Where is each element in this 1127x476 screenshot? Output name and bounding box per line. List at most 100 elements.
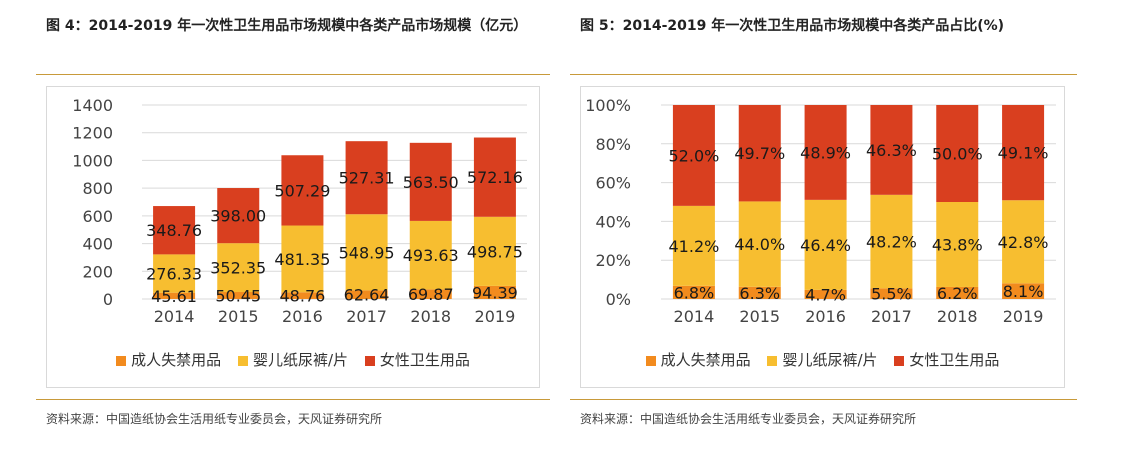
- data-label-female: 563.50: [403, 173, 459, 192]
- legend-swatch-adult: [116, 356, 127, 366]
- data-label-female: 49.1%: [998, 144, 1049, 163]
- x-tick-label: 2015: [218, 307, 259, 326]
- data-label-baby: 276.33: [146, 265, 202, 284]
- legend-label-female: 女性卫生用品: [379, 351, 470, 369]
- figure5-title-rule: [570, 74, 1077, 75]
- legend-item-female: 女性卫生用品: [364, 349, 470, 370]
- bar-female-2019: [1002, 105, 1045, 201]
- bar-baby-2017: [870, 194, 913, 289]
- bar-baby-2015: [738, 201, 781, 287]
- bar-adult-2015: [738, 286, 781, 299]
- bar-female-2015: [217, 188, 260, 244]
- data-label-baby: 481.35: [274, 250, 330, 269]
- data-label-adult: 6.8%: [674, 283, 715, 302]
- legend-label-adult: 成人失禁用品: [131, 351, 222, 369]
- bar-baby-2014: [672, 205, 715, 286]
- x-tick-label: 2019: [475, 307, 516, 326]
- bar-baby-2015: [217, 243, 260, 293]
- legend-label-baby: 婴儿纸尿裤/片: [782, 351, 878, 369]
- y-tick-label: 800: [82, 179, 113, 198]
- legend-item-adult: 成人失禁用品: [116, 349, 221, 370]
- bar-adult-2018: [409, 289, 452, 299]
- data-label-baby: 44.0%: [734, 235, 785, 254]
- figure4-title-rule: [36, 74, 550, 75]
- legend-label-baby: 婴儿纸尿裤/片: [252, 351, 349, 369]
- data-label-baby: 548.95: [339, 243, 395, 262]
- figure4-source-rule: [36, 399, 550, 400]
- figure4-chart: 0 200 400 600 800 1000 1200 1400 2014 2015 2016 201…: [72, 96, 527, 326]
- data-label-adult: 8.1%: [1003, 282, 1044, 301]
- data-label-female: 52.0%: [669, 146, 720, 165]
- x-tick-label: 2014: [674, 307, 715, 326]
- bar-adult-2014: [153, 292, 196, 299]
- x-tick-label: 2016: [282, 307, 323, 326]
- data-label-female: 348.76: [146, 221, 202, 240]
- data-label-baby: 493.63: [403, 246, 459, 265]
- bar-adult-2019: [473, 285, 516, 299]
- data-label-adult: 5.5%: [871, 285, 912, 304]
- figure5-chart: 0% 20% 40% 60% 80% 100% 2014 2015 2016 2017 2018 20…: [585, 96, 1056, 326]
- data-label-adult: 6.3%: [739, 284, 780, 303]
- data-label-baby: 48.2%: [866, 233, 917, 252]
- data-label-female: 398.00: [210, 207, 266, 226]
- data-label-female: 507.29: [274, 181, 330, 200]
- bar-female-2018: [409, 142, 452, 221]
- legend-item-adult: 成人失禁用品: [645, 349, 751, 370]
- bar-female-2019: [473, 137, 516, 217]
- legend-item-baby: 婴儿纸尿裤/片: [237, 349, 349, 370]
- data-label-baby: 352.35: [210, 259, 266, 278]
- figure5-title: 图 5：2014-2019 年一次性卫生用品市场规模中各类产品占比(%): [580, 18, 1005, 34]
- figure4-chart-area: 0 200 400 600 800 1000 1200 1400 2014 2015 2016 201…: [46, 86, 540, 388]
- data-label-female: 50.0%: [932, 145, 983, 164]
- bar-female-2016: [281, 155, 324, 226]
- bar-female-2014: [153, 206, 196, 255]
- x-tick-label: 2015: [739, 307, 780, 326]
- bar-female-2017: [870, 105, 913, 195]
- bar-baby-2018: [936, 202, 979, 287]
- y-tick-label: 40%: [595, 212, 631, 231]
- bar-baby-2019: [1002, 200, 1045, 284]
- x-tick-label: 2014: [154, 307, 195, 326]
- x-tick-label: 2018: [937, 307, 978, 326]
- data-label-adult: 69.87: [408, 285, 454, 304]
- bar-female-2015: [738, 105, 781, 202]
- figure4-source: 资料来源：中国造纸协会生活用纸专业委员会，天风证券研究所: [46, 412, 383, 426]
- legend-swatch-baby: [237, 356, 248, 366]
- data-label-female: 572.16: [467, 168, 523, 187]
- y-tick-label: 200: [82, 262, 113, 281]
- x-tick-label: 2018: [410, 307, 451, 326]
- data-label-female: 46.3%: [866, 141, 917, 160]
- bar-baby-2014: [153, 254, 196, 293]
- figure4-title: 图 4：2014-2019 年一次性卫生用品市场规模中各类产品市场规模（亿元）: [46, 18, 528, 34]
- y-tick-label: 600: [82, 207, 113, 226]
- data-label-adult: 4.7%: [805, 285, 846, 304]
- figure5-chart-area: 0% 20% 40% 60% 80% 100% 2014 2015 2016 2017 2018 20…: [580, 86, 1065, 388]
- legend-label-female: 女性卫生用品: [909, 351, 1000, 369]
- y-tick-label: 1200: [72, 124, 113, 143]
- data-label-baby: 43.8%: [932, 235, 983, 254]
- y-tick-label: 400: [82, 235, 113, 254]
- bar-adult-2016: [281, 292, 324, 299]
- data-label-baby: 498.75: [467, 242, 523, 261]
- bar-baby-2018: [409, 220, 452, 290]
- y-tick-label: 1400: [72, 96, 113, 115]
- y-tick-label: 0%: [606, 290, 631, 309]
- figure4-legend: 成人失禁用品 婴儿纸尿裤/片 女性卫生用品: [47, 349, 539, 370]
- data-label-adult: 48.76: [280, 287, 326, 306]
- bar-baby-2016: [281, 225, 324, 293]
- y-tick-label: 20%: [595, 251, 631, 270]
- legend-swatch-adult: [645, 356, 656, 366]
- data-label-adult: 45.61: [151, 287, 197, 306]
- data-label-baby: 46.4%: [800, 236, 851, 255]
- bar-female-2016: [804, 105, 847, 200]
- bar-female-2017: [345, 141, 388, 215]
- bar-adult-2018: [936, 286, 979, 299]
- figure5-legend: 成人失禁用品 婴儿纸尿裤/片 女性卫生用品: [581, 349, 1064, 370]
- y-tick-label: 100%: [585, 96, 631, 115]
- bar-adult-2016: [804, 289, 847, 299]
- data-label-adult: 50.45: [215, 287, 261, 306]
- legend-item-female: 女性卫生用品: [894, 349, 999, 370]
- data-label-adult: 62.64: [344, 286, 390, 305]
- legend-swatch-female: [894, 356, 905, 366]
- data-label-adult: 6.2%: [937, 284, 978, 303]
